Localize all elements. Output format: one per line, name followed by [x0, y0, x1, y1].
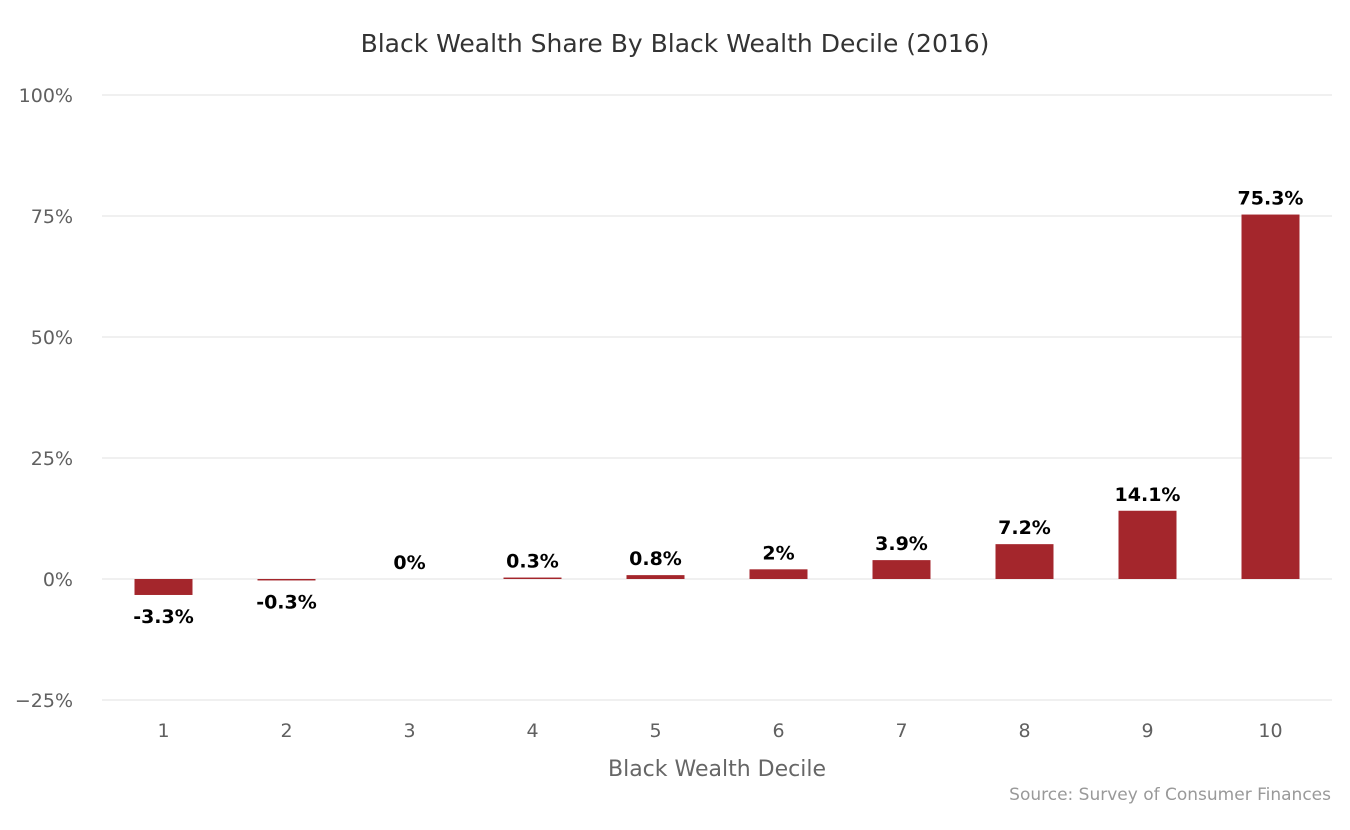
data-labels: -3.3% -0.3% 0% 0.3% 0.8% 2% 3.9% 7.2% 14.1% 75.3% — [133, 188, 1303, 628]
x-tick-label: 8 — [1018, 720, 1030, 742]
data-label: 0% — [393, 552, 425, 574]
data-label: 75.3% — [1238, 188, 1304, 210]
bar — [995, 544, 1054, 579]
data-label: 0.3% — [506, 551, 559, 573]
x-tick-label: 1 — [157, 720, 169, 742]
x-tick-label: 6 — [772, 720, 784, 742]
y-tick-label: −25% — [15, 690, 73, 712]
data-label: 0.8% — [629, 548, 682, 570]
bar — [1118, 510, 1177, 579]
bars — [134, 214, 1300, 595]
bar — [626, 575, 685, 579]
data-label: 14.1% — [1115, 484, 1181, 506]
y-axis-ticks: −25% 0% 25% 50% 75% 100% — [15, 85, 73, 712]
x-axis-ticks: 1 2 3 4 5 6 7 8 9 10 — [157, 720, 1282, 742]
data-label: 2% — [762, 542, 794, 564]
source-note: Source: Survey of Consumer Finances — [1009, 785, 1331, 805]
bar — [257, 579, 316, 581]
x-tick-label: 10 — [1258, 720, 1282, 742]
chart-title: Black Wealth Share By Black Wealth Decil… — [361, 29, 990, 58]
bar — [872, 560, 931, 579]
data-label: 3.9% — [875, 533, 928, 555]
data-label: -0.3% — [256, 591, 317, 613]
bar — [749, 569, 808, 579]
x-tick-label: 2 — [280, 720, 292, 742]
y-tick-label: 25% — [31, 448, 73, 470]
x-tick-label: 4 — [526, 720, 538, 742]
x-axis-title: Black Wealth Decile — [608, 757, 826, 782]
y-tick-label: 50% — [31, 327, 73, 349]
bar — [1241, 214, 1300, 579]
y-tick-label: 100% — [19, 85, 73, 107]
x-tick-label: 7 — [895, 720, 907, 742]
x-tick-label: 9 — [1141, 720, 1153, 742]
y-tick-label: 75% — [31, 206, 73, 228]
data-label: -3.3% — [133, 606, 194, 628]
data-label: 7.2% — [998, 517, 1051, 539]
bar — [503, 577, 562, 579]
x-tick-label: 3 — [403, 720, 415, 742]
x-tick-label: 5 — [649, 720, 661, 742]
y-tick-label: 0% — [43, 569, 73, 591]
bar — [134, 579, 193, 595]
